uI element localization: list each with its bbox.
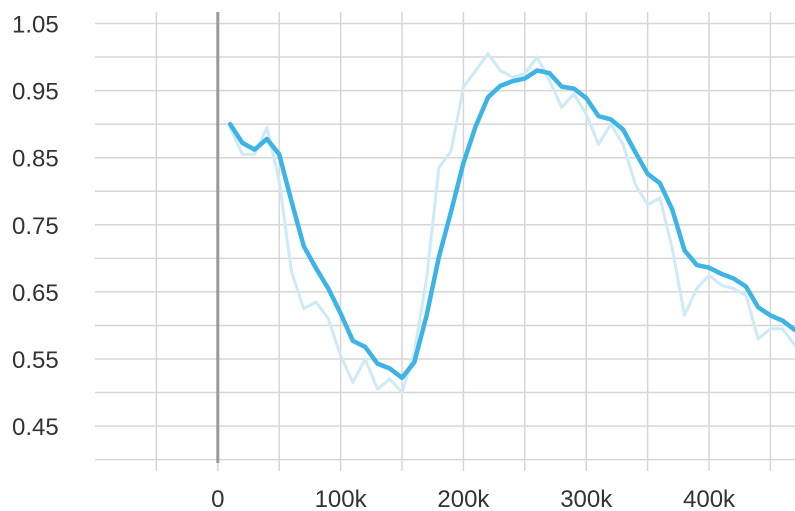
y-tick-labels: 0.45 0.55 0.65 0.75 0.85 0.95 1.05 [12,11,59,441]
series-lines [227,52,795,394]
gridlines [95,12,795,471]
y-tick-label: 0.85 [12,146,59,173]
x-tick-label: 0 [211,486,224,511]
y-tick-label: 0.45 [12,414,59,441]
y-tick-label: 0.75 [12,213,59,240]
smoothed-series-line [227,68,795,381]
x-tick-labels: 0 100k 200k 300k 400k [211,486,736,511]
y-tick-label: 0.65 [12,280,59,307]
x-tick-label: 100k [315,486,368,511]
y-tick-label: 1.05 [12,11,59,38]
x-tick-label: 300k [560,486,613,511]
raw-series-line [228,52,795,394]
x-tick-label: 200k [437,486,490,511]
x-tick-label: 400k [683,486,736,511]
y-tick-label: 0.95 [12,79,59,106]
y-tick-label: 0.55 [12,347,59,374]
